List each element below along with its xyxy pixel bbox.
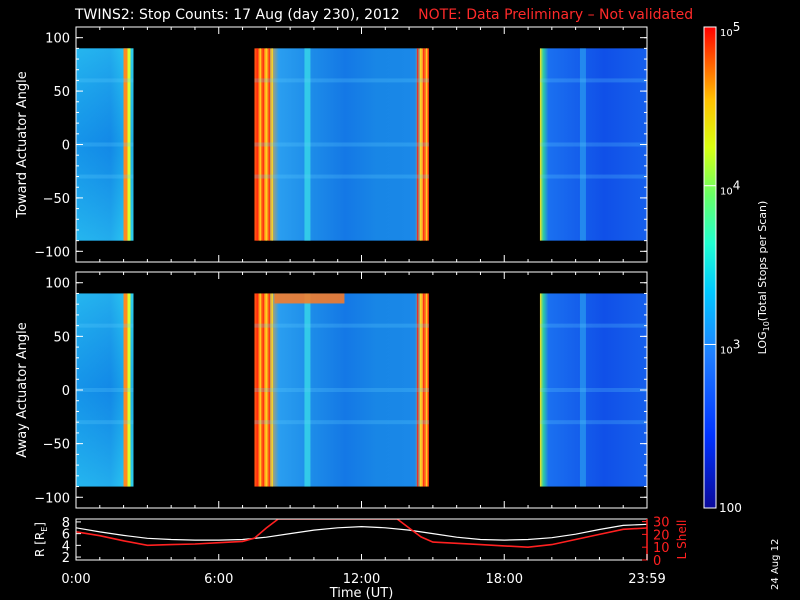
right-tick-label: 0	[653, 554, 661, 569]
heatmap-band	[539, 78, 647, 83]
y-tick-label: 100	[45, 32, 70, 47]
heatmap-band	[76, 388, 134, 392]
left-tick-label: 8	[62, 516, 70, 531]
y-tick-label: −100	[34, 245, 70, 260]
heatmap-block	[254, 293, 429, 487]
heatmap-streak	[579, 293, 586, 487]
colorbar-tick-label: 105	[720, 20, 740, 39]
y-tick-label: 50	[53, 330, 70, 345]
heatmap-band	[76, 323, 134, 328]
top-y-axis-label: Toward Actuator Angle	[15, 71, 30, 218]
heatmap-streak	[256, 293, 258, 487]
middle-y-axis-label: Away Actuator Angle	[15, 322, 30, 457]
heatmap-streak	[419, 48, 422, 241]
heatmap-streak	[271, 48, 273, 241]
x-tick-label: 18:00	[486, 572, 523, 587]
heatmap-streak	[127, 293, 131, 487]
left-tick-label: 2	[62, 551, 70, 566]
heatmap-band	[76, 174, 134, 179]
heatmap-streak	[123, 48, 128, 241]
heatmap-streak	[422, 293, 425, 487]
right-tick-label: 20	[653, 528, 670, 543]
r-distance-line	[76, 523, 647, 541]
chart-title: TWINS2: Stop Counts: 17 Aug (day 230), 2…	[75, 7, 693, 23]
heatmap-streak	[259, 293, 261, 487]
heatmap-streak	[268, 293, 270, 487]
heatmap-streak	[422, 48, 425, 241]
heatmap-streak	[579, 48, 586, 241]
heatmap-band	[539, 142, 647, 147]
heatmap-streak	[304, 293, 311, 487]
heatmap-streak	[265, 48, 267, 241]
heatmap-band	[539, 420, 647, 425]
colorbar-tick-label: 103	[720, 337, 740, 356]
l-shell-line	[76, 519, 647, 549]
heatmap-band	[254, 323, 429, 328]
heatmap-band	[254, 142, 429, 147]
colorbar-gradient	[703, 26, 717, 509]
colorbar-tick-label: 104	[720, 179, 740, 198]
y-tick-label: 0	[62, 139, 70, 154]
heatmap-streak	[271, 293, 273, 487]
heatmap-streak	[123, 293, 128, 487]
heatmap-streak	[262, 48, 264, 241]
y-tick-label: 50	[53, 85, 70, 100]
colorbar-axis-label: LOG10(Total Stops per Scan)	[756, 201, 771, 355]
heatmap-streak	[419, 293, 422, 487]
heatmap-band	[254, 388, 429, 392]
middle-heatmap-panel: 100 50 0 −50 −100 Away Actuator Angle	[15, 271, 648, 509]
heatmap-streak	[425, 48, 428, 241]
heatmap-band	[76, 420, 134, 425]
l-shell-axis-label: L Shell	[675, 520, 689, 560]
colorbar-bottom-label: 100	[719, 501, 742, 515]
left-tick-label: 6	[62, 528, 70, 543]
heatmap-band	[254, 78, 429, 83]
title-text: TWINS2: Stop Counts: 17 Aug (day 230), 2…	[75, 7, 400, 23]
heatmap-band	[539, 388, 647, 392]
heatmap-block	[539, 293, 647, 487]
x-tick-label: 12:00	[343, 572, 380, 587]
heatmap-streak	[274, 293, 345, 304]
y-tick-label: 0	[62, 384, 70, 399]
y-tick-label: −100	[34, 491, 70, 506]
left-tick-label: 4	[62, 539, 70, 554]
y-tick-label: −50	[43, 438, 70, 453]
heatmap-streak	[127, 48, 131, 241]
right-tick-label: 30	[653, 516, 670, 531]
heatmap-block	[254, 48, 429, 241]
colorbar: 105 104 103 100 LOG10(Total Stops per Scan)	[703, 20, 771, 515]
heatmap-block	[539, 48, 647, 241]
heatmap-band	[539, 174, 647, 179]
y-tick-label: −50	[43, 192, 70, 207]
y-tick-label: 100	[45, 277, 70, 292]
heatmap-streak	[304, 48, 311, 241]
x-tick-label: 0:00	[61, 572, 90, 587]
heatmap-band	[539, 323, 647, 328]
heatmap-streak	[416, 48, 419, 241]
x-tick-label: 6:00	[204, 572, 233, 587]
heatmap-streak	[256, 48, 258, 241]
heatmap-streak	[416, 293, 419, 487]
x-axis-label: Time (UT)	[329, 586, 394, 600]
heatmap-streak	[259, 48, 261, 241]
heatmap-streak	[262, 293, 264, 487]
top-heatmap-panel: 100 50 0 −50 −100 Toward Actuator Angle	[15, 26, 648, 263]
r-axis-label: R [RE]	[33, 522, 49, 557]
heatmap-streak	[425, 293, 428, 487]
preliminary-note: NOTE: Data Preliminary – Not validated	[418, 7, 694, 23]
x-tick-label: 23:59	[628, 572, 665, 587]
heatmap-band	[254, 420, 429, 425]
heatmap-streak	[265, 293, 267, 487]
heatmap-band	[76, 78, 134, 83]
heatmap-band	[76, 142, 134, 147]
right-tick-label: 10	[653, 541, 670, 556]
heatmap-band	[254, 174, 429, 179]
heatmap-streak	[268, 48, 270, 241]
